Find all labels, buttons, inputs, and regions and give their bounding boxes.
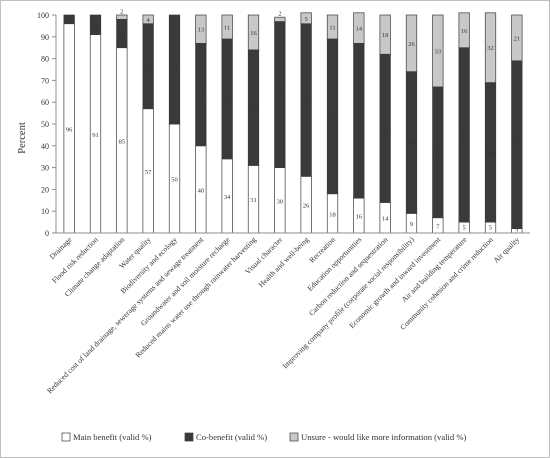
data-label: 2 [120, 9, 123, 16]
y-tick-label: 80 [41, 55, 49, 64]
bar-segment [89, 14, 102, 35]
bar-segment [221, 14, 233, 40]
data-label: 39 [145, 64, 152, 71]
data-label: 77 [514, 142, 521, 149]
data-label: 33 [435, 48, 442, 55]
bar-segment [484, 12, 497, 83]
data-label: 2 [278, 11, 281, 18]
data-label: 64 [487, 150, 494, 157]
y-tick-label: 40 [41, 142, 49, 151]
data-label: 16 [356, 214, 363, 221]
bar-segment [142, 14, 154, 25]
category-label: Flood risk reduction [50, 235, 100, 285]
data-label: 67 [277, 92, 284, 99]
data-label: 47 [198, 92, 205, 99]
legend-label: Co-benefit (valid %) [196, 432, 267, 442]
data-label: 80 [461, 132, 468, 139]
bar-segment [168, 14, 181, 125]
category-label: Air quality [491, 235, 521, 265]
data-label: 31 [250, 197, 257, 204]
data-label: 70 [303, 98, 310, 105]
y-tick-label: 20 [41, 185, 49, 194]
y-tick-label: 50 [41, 120, 49, 129]
y-tick-label: 0 [45, 229, 49, 238]
data-label: 50 [171, 67, 178, 74]
legend-swatch [289, 432, 299, 442]
data-label: 9 [410, 221, 413, 228]
data-label: 4 [147, 17, 151, 24]
y-axis: 0 10 20 30 40 50 60 70 80 90 100 [37, 11, 57, 238]
category-label: Reduced mains water use through rainwate… [133, 235, 258, 360]
y-tick-label: 70 [41, 76, 49, 85]
bar-segment [247, 14, 260, 51]
data-label: 30 [277, 198, 284, 205]
bar-segment [195, 14, 207, 44]
data-label: 32 [487, 45, 494, 52]
data-label: 71 [356, 118, 363, 125]
bar-segment [353, 12, 365, 44]
data-label: 26 [408, 41, 415, 48]
bar-segment [326, 14, 339, 40]
data-label: 14 [356, 26, 363, 33]
data-label: 11 [224, 24, 230, 31]
data-label: 21 [514, 35, 521, 42]
legend-label: Unsure - would like more information (va… [301, 432, 467, 442]
data-label: 4 [68, 17, 72, 24]
bar-segment [432, 14, 444, 88]
data-label: 16 [250, 30, 257, 37]
data-label: 18 [329, 211, 336, 218]
bar-segment [116, 14, 128, 20]
y-tick-label: 100 [37, 11, 49, 20]
data-label: 16 [461, 28, 468, 35]
data-label: 71 [329, 114, 336, 121]
data-label: 55 [224, 96, 231, 103]
data-label: 40 [198, 187, 205, 194]
y-tick-label: 30 [41, 164, 49, 173]
bar-segment [405, 14, 418, 73]
bars: 9649198513257394505040471334551131531630… [63, 9, 523, 235]
data-label: 34 [224, 194, 231, 201]
data-label: 5 [305, 16, 308, 23]
data-label: 5 [489, 225, 492, 232]
data-label: 7 [436, 223, 440, 230]
bar-segment [300, 12, 312, 25]
data-label: 26 [303, 203, 310, 210]
data-label: 85 [119, 138, 126, 145]
data-label: 57 [145, 169, 152, 176]
bar-segment [511, 14, 523, 62]
data-label: 5 [463, 225, 466, 232]
category-label: Drainage [48, 235, 74, 261]
y-tick-label: 90 [41, 33, 49, 42]
data-label: 68 [382, 126, 389, 133]
data-label: 14 [382, 216, 389, 223]
data-label: 9 [94, 22, 97, 29]
data-label: 11 [329, 24, 335, 31]
y-axis-title: Percent [17, 122, 28, 154]
y-tick-label: 10 [41, 207, 49, 216]
bar-segment [274, 16, 286, 22]
category-label: Health and well-being [256, 235, 310, 289]
bar-segment [458, 12, 470, 49]
legend: Main benefit (valid %) Co-benefit (valid … [61, 432, 467, 442]
legend-label: Main benefit (valid %) [73, 432, 152, 442]
data-label: 18 [382, 32, 389, 39]
data-label: 53 [250, 105, 257, 112]
data-label: 50 [171, 177, 178, 184]
data-label: 96 [66, 126, 73, 133]
y-tick-label: 60 [41, 98, 49, 107]
data-label: 2 [515, 228, 518, 235]
legend-swatch [184, 432, 194, 442]
data-label: 13 [198, 27, 205, 34]
data-label: 60 [435, 150, 442, 157]
data-label: 91 [92, 132, 99, 139]
legend-swatch [61, 432, 71, 442]
data-label: 65 [408, 140, 415, 147]
bar-segment [63, 14, 75, 25]
data-label: 13 [119, 31, 126, 38]
bar-segment [379, 14, 391, 55]
